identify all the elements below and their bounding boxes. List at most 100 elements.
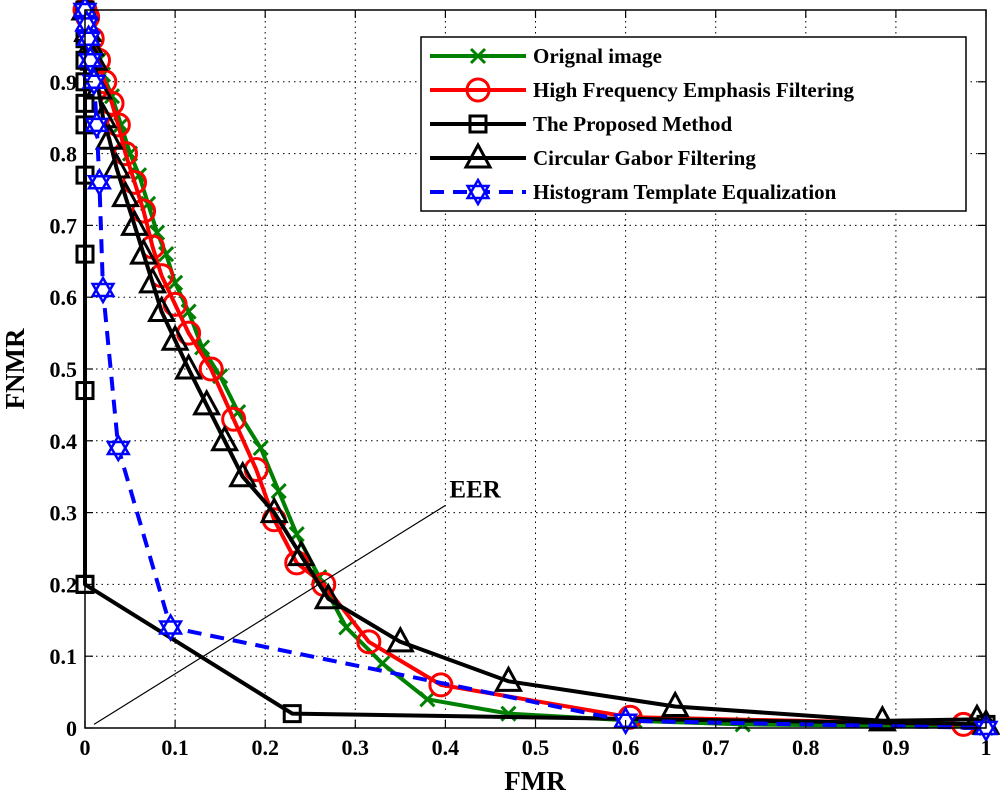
y-tick-label: 0.9 <box>50 70 78 95</box>
eer-annotation-label: EER <box>449 476 501 503</box>
data-point <box>228 460 258 488</box>
x-tick-label: 0.3 <box>342 735 370 760</box>
marker-shape <box>76 24 102 54</box>
data-point <box>428 672 454 698</box>
y-tick-label: 0.3 <box>50 501 78 526</box>
x-axis-label: FMR <box>504 766 566 796</box>
legend-label: Histogram Template Equalization <box>533 180 837 204</box>
marker-stroke <box>158 246 175 263</box>
data-point <box>167 274 184 291</box>
marker-shape <box>465 77 491 103</box>
data-point <box>174 352 204 380</box>
data-point <box>158 613 184 642</box>
marker-shape <box>463 141 493 169</box>
data-point <box>867 704 897 732</box>
marker-shape <box>111 180 141 208</box>
legend-marker <box>465 177 491 207</box>
marker-shape <box>102 151 132 179</box>
marker-shape <box>465 177 491 207</box>
legend-item: Histogram Template Equalization <box>430 177 837 207</box>
marker-shape <box>138 266 168 294</box>
data-point <box>286 539 316 567</box>
data-point <box>338 619 355 636</box>
x-tick-label: 0.1 <box>161 735 189 760</box>
marker-shape <box>356 629 382 655</box>
y-tick-label: 0.2 <box>50 572 78 597</box>
legend-marker <box>463 141 493 169</box>
legend-label: Orignal image <box>533 44 662 68</box>
marker-shape <box>385 625 415 653</box>
marker-shape <box>120 209 150 236</box>
marker-shape <box>468 114 488 134</box>
x-tick-label: 0 <box>80 735 91 760</box>
data-point <box>111 180 141 208</box>
y-tick-label: 0.7 <box>50 213 78 238</box>
x-tick-label: 0.5 <box>522 735 550 760</box>
data-point <box>84 110 110 140</box>
marker-shape <box>286 539 316 567</box>
legend: Orignal image High Frequency Emphasis Fil… <box>420 36 967 212</box>
data-point <box>282 704 302 724</box>
data-point <box>76 24 102 54</box>
marker-shape <box>221 406 247 432</box>
marker-stroke <box>338 619 355 636</box>
data-point <box>210 424 240 452</box>
data-point <box>252 439 269 457</box>
marker-shape <box>282 704 302 724</box>
data-point <box>270 482 287 500</box>
data-point <box>147 295 177 323</box>
x-tick-label: 0.6 <box>612 735 640 760</box>
data-point <box>94 123 124 150</box>
data-point <box>122 169 148 195</box>
data-point <box>131 198 157 224</box>
legend-marker <box>469 47 487 65</box>
x-tick-label: 0.9 <box>882 735 910 760</box>
marker-shape <box>192 388 222 416</box>
marker-stroke <box>194 339 211 356</box>
eer-annotation-line <box>93 504 446 725</box>
data-point <box>198 356 224 382</box>
marker-stroke <box>167 274 184 291</box>
legend-label: High Frequency Emphasis Filtering <box>533 78 855 102</box>
data-point <box>356 629 382 655</box>
marker-shape <box>86 167 112 197</box>
marker-shape <box>210 424 240 452</box>
marker-shape <box>174 352 204 380</box>
marker-shape <box>131 198 157 224</box>
data-point <box>493 665 523 692</box>
data-point <box>221 406 247 432</box>
data-point <box>660 690 690 717</box>
legend-item: High Frequency Emphasis Filtering <box>430 77 855 103</box>
marker-stroke <box>419 691 436 708</box>
x-tick-label: 0.2 <box>251 735 279 760</box>
marker-shape <box>94 123 124 150</box>
marker-stroke <box>252 439 269 457</box>
marker-stroke <box>469 47 487 65</box>
marker-shape <box>660 690 690 717</box>
data-point <box>81 67 107 97</box>
y-axis-label: FNMR <box>0 328 30 409</box>
marker-shape <box>867 704 897 732</box>
data-point <box>120 209 150 236</box>
data-point <box>158 246 175 263</box>
data-point <box>138 266 168 294</box>
x-tick-label: 0.8 <box>792 735 820 760</box>
marker-shape <box>81 67 107 97</box>
data-point <box>86 167 112 197</box>
x-tick-label: 0.4 <box>432 735 460 760</box>
marker-shape <box>147 295 177 323</box>
marker-shape <box>105 112 131 138</box>
y-tick-label: 0.5 <box>50 357 78 382</box>
y-tick-label: 0.4 <box>50 429 78 454</box>
marker-shape <box>228 460 258 488</box>
marker-shape <box>160 324 190 351</box>
x-tick-label: 1 <box>981 735 992 760</box>
legend-label: The Proposed Method <box>533 112 732 136</box>
annotation: EER <box>93 476 502 725</box>
marker-shape <box>493 665 523 692</box>
legend-label: Circular Gabor Filtering <box>533 146 756 170</box>
ticks: 0 0.1 0.2 0.3 0.4 0.5 0.6 0.7 0.8 0.9 1 0 0.1 0.2 0.3 0… <box>50 10 992 760</box>
marker-shape <box>313 582 343 610</box>
data-point <box>192 388 222 416</box>
